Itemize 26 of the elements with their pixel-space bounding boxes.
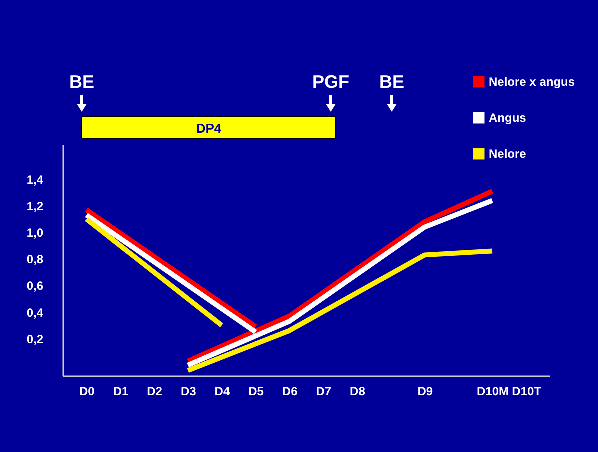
x-tick-label: D6 xyxy=(282,384,298,398)
x-tick-label: D0 xyxy=(80,384,96,398)
legend-label: Angus xyxy=(489,111,527,125)
text: DP4 xyxy=(196,121,222,136)
x-tick-label: D9 xyxy=(418,384,434,398)
y-tick-label: 0,6 xyxy=(26,279,44,294)
y-tick-label: 0,2 xyxy=(26,332,44,346)
x-tick-label: D1 xyxy=(113,384,129,398)
x-tick-label: D7 xyxy=(316,384,332,398)
x-tick-label: D10T xyxy=(512,384,542,398)
text: BE xyxy=(69,72,95,92)
legend-label: Nelore x angus xyxy=(489,75,576,89)
text: BE xyxy=(379,72,405,92)
x-tick-label: D5 xyxy=(248,384,264,398)
y-tick-label: 0,8 xyxy=(26,252,44,267)
y-tick-label: 1,4 xyxy=(26,173,44,188)
x-tick-label: D4 xyxy=(214,384,230,398)
x-tick-label: D8 xyxy=(350,384,366,398)
y-tick-label: 1,2 xyxy=(26,200,44,214)
y-tick-label: 1,0 xyxy=(26,226,44,240)
x-tick-label: D3 xyxy=(180,384,197,398)
y-tick-label: 0,4 xyxy=(26,306,44,320)
x-tick-label: D10M xyxy=(477,384,510,398)
x-tick-label: D2 xyxy=(147,384,163,398)
legend-label: Nelore xyxy=(489,147,527,161)
text: PGF xyxy=(312,72,350,92)
